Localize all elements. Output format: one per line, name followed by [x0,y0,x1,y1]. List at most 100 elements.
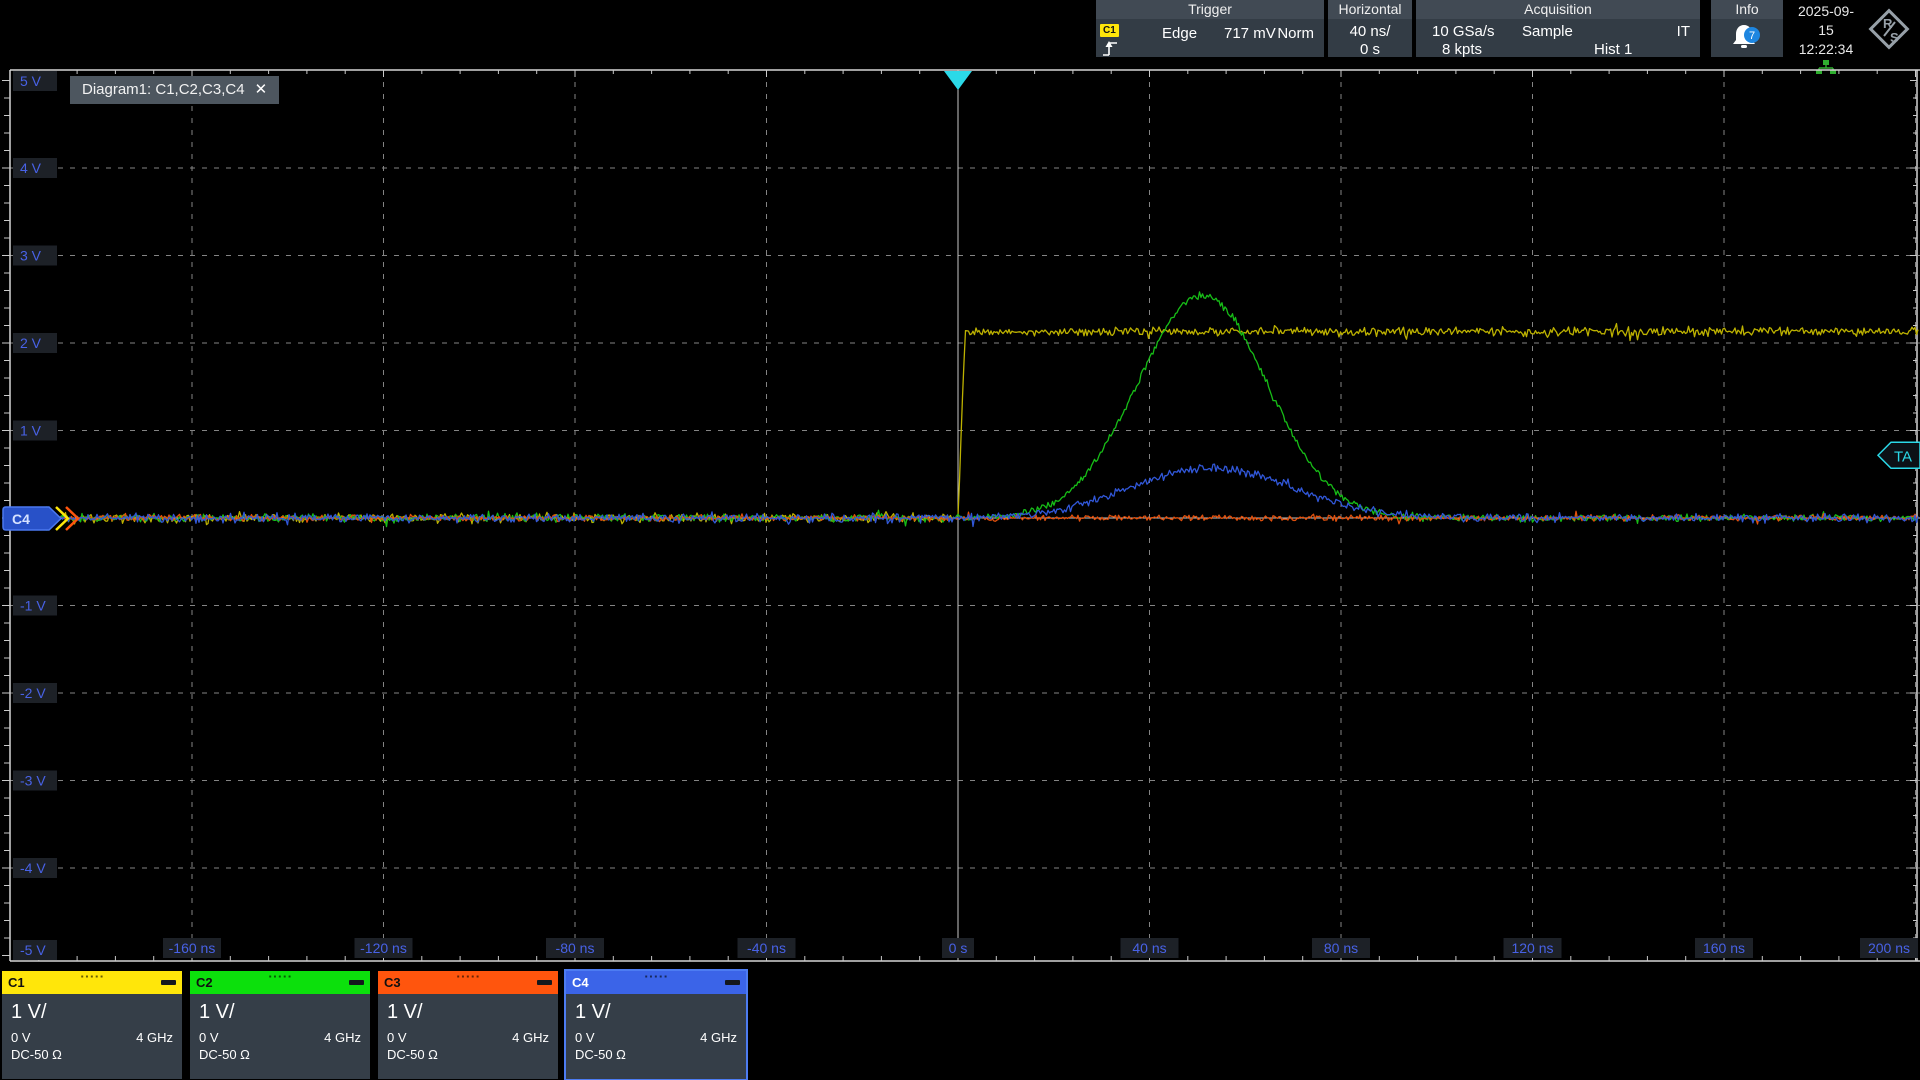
channel-box-c2[interactable]: C2 ▪▪▪▪▪ 1 V/0 V 4 GHz DC-50 Ω [190,971,370,1079]
x-axis-label: 40 ns [1132,940,1166,956]
channel-coupling: DC-50 Ω [575,1047,626,1062]
x-axis-label: -120 ns [360,940,407,956]
channel-offset-marker-label: C4 [12,511,30,527]
y-axis-label: -2 V [20,685,46,701]
network-icon [1816,60,1836,74]
bell-icon[interactable]: 7 [1727,21,1767,55]
trace-C1[interactable] [9,322,1919,526]
minimize-icon[interactable] [537,980,552,985]
datetime-panel: 2025-09-15 12:22:34 [1791,0,1861,74]
it-flag: IT [1676,23,1690,40]
channel-header[interactable]: C2 ▪▪▪▪▪ [190,971,370,994]
channel-bandwidth: 4 GHz [512,1030,549,1045]
trace-C4[interactable] [9,463,1919,528]
channel-coupling: DC-50 Ω [387,1047,438,1062]
time-label: 12:22:34 [1798,41,1854,57]
channel-bandwidth: 4 GHz [700,1030,737,1045]
x-axis-label: 200 ns [1868,940,1910,956]
x-axis-label: 80 ns [1324,940,1358,956]
y-axis-label: -1 V [20,598,46,614]
horizontal-panel-title: Horizontal [1328,0,1412,19]
logo-letter-s: S [1890,30,1899,45]
drag-handle-icon[interactable]: ▪▪▪▪▪ [268,972,293,981]
channel-bandwidth: 4 GHz [136,1030,173,1045]
channel-box-c1[interactable]: C1 ▪▪▪▪▪ 1 V/0 V 4 GHz DC-50 Ω [2,971,182,1079]
x-axis-label: 160 ns [1703,940,1745,956]
channel-header[interactable]: C1 ▪▪▪▪▪ [2,971,182,994]
minimize-icon[interactable] [349,980,364,985]
trigger-mode: Norm [1277,25,1314,42]
trigger-level: 717 mV [1224,25,1276,42]
x-axis-label: -40 ns [747,940,786,956]
y-axis-label: 1 V [20,423,42,439]
channel-offset-chevron[interactable] [65,506,80,531]
drag-handle-icon[interactable]: ▪▪▪▪▪ [80,972,105,981]
trace-C3[interactable] [9,510,1919,525]
channel-name: C3 [384,975,401,990]
diagram-tab[interactable]: Diagram1: C1,C2,C3,C4 ✕ [70,76,280,104]
sample-rate: 10 GSa/s [1432,23,1495,40]
info-panel[interactable]: Info 7 [1711,0,1783,57]
channel-offset: 0 V [199,1030,219,1045]
channel-offset-chevron[interactable] [55,506,70,531]
x-axis-label: -80 ns [556,940,595,956]
x-axis-label: -160 ns [169,940,216,956]
channel-name: C2 [196,975,213,990]
horizontal-scale: 40 ns/ [1349,23,1391,40]
trigger-panel-title: Trigger [1096,0,1324,19]
channel-offset: 0 V [387,1030,407,1045]
info-badge-count: 7 [1749,30,1755,42]
y-axis-label: -5 V [20,942,46,958]
channel-box-c4[interactable]: C4 ▪▪▪▪▪ 1 V/0 V 4 GHz DC-50 Ω [564,969,748,1080]
channel-offset: 0 V [11,1030,31,1045]
channel-scale[interactable]: 1 V/ [387,1001,423,1023]
channel-bandwidth: 4 GHz [324,1030,361,1045]
date-label: 2025-09-15 [1797,3,1855,38]
channel-offset-marker[interactable] [2,506,63,531]
channel-box-c3[interactable]: C3 ▪▪▪▪▪ 1 V/0 V 4 GHz DC-50 Ω [378,971,558,1079]
rs-logo-icon: R S [1868,8,1910,50]
channel-scale[interactable]: 1 V/ [11,1001,47,1023]
minimize-icon[interactable] [161,980,176,985]
y-axis-label: 4 V [20,160,42,176]
drag-handle-icon[interactable]: ▪▪▪▪▪ [644,972,669,981]
trigger-position-marker[interactable] [944,71,972,90]
record-length: 8 kpts [1442,41,1483,58]
trigger-panel[interactable]: Trigger C1 Edge 717 mV Norm [1096,0,1324,57]
channel-name: C4 [572,975,589,990]
acquisition-panel-title: Acquisition [1416,0,1700,19]
drag-handle-icon[interactable]: ▪▪▪▪▪ [456,972,481,981]
channel-coupling: DC-50 Ω [199,1047,250,1062]
y-axis-label: -4 V [20,860,46,876]
y-axis-label: -3 V [20,773,46,789]
acq-mode: Sample [1522,23,1573,40]
y-axis-label: 5 V [20,73,42,89]
history-state: Hist 1 [1594,41,1633,58]
trigger-level-marker-label: TA [1894,448,1912,465]
channel-header[interactable]: C4 ▪▪▪▪▪ [566,971,746,994]
diagram-tab-label: Diagram1: C1,C2,C3,C4 [82,81,245,98]
trigger-type: Edge [1162,25,1198,42]
channel-scale[interactable]: 1 V/ [199,1001,235,1023]
y-axis-label: 3 V [20,248,42,264]
close-icon[interactable]: ✕ [254,81,268,98]
x-axis-label: 0 s [949,940,968,956]
acquisition-panel[interactable]: Acquisition 10 GSa/s 8 kpts Sample Hist … [1416,0,1700,58]
channel-coupling: DC-50 Ω [11,1047,62,1062]
rising-edge-icon [1103,41,1117,56]
trigger-source-badge: C1 [1100,24,1119,37]
trace-C2[interactable] [9,291,1919,528]
y-axis-label: 2 V [20,335,42,351]
channel-offset: 0 V [575,1030,595,1045]
channel-header[interactable]: C3 ▪▪▪▪▪ [378,971,558,994]
horizontal-position: 0 s [1359,41,1380,58]
minimize-icon[interactable] [725,980,740,985]
horizontal-panel[interactable]: Horizontal 40 ns/ 0 s [1328,0,1412,58]
trigger-level-marker[interactable] [1876,441,1920,470]
logo-letter-r: R [1883,16,1893,31]
channel-name: C1 [8,975,25,990]
channel-scale[interactable]: 1 V/ [575,1001,611,1023]
x-axis-label: 120 ns [1511,940,1553,956]
